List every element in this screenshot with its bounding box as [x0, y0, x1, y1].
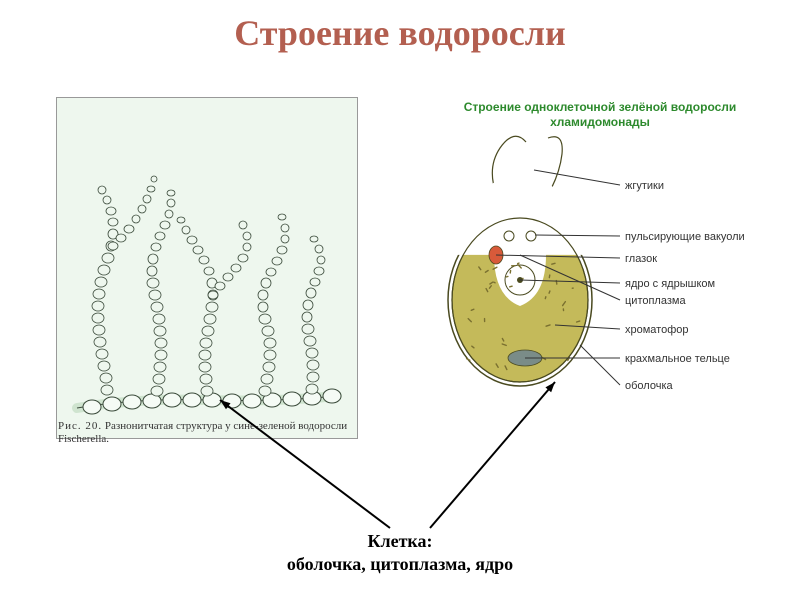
bottom-label-line1: Клетка:	[367, 531, 432, 551]
label-flagella: жгутики	[625, 180, 664, 192]
leader-flagella	[534, 170, 620, 185]
left-figure	[56, 97, 358, 439]
caption-rest: Разнонитчатая структура у сине-зеленой в…	[58, 420, 347, 445]
label-chromatophore: хроматофор	[625, 324, 689, 336]
label-vacuoles: пульсирующие вакуоли	[625, 231, 745, 243]
caption-prefix: Рис. 20.	[58, 420, 102, 432]
label-starch: крахмальное тельце	[625, 353, 730, 365]
label-cytoplasm: цитоплазма	[625, 295, 686, 307]
left-figure-caption: Рис. 20. Разнонитчатая структура у сине-…	[58, 420, 358, 446]
leader-membrane	[580, 345, 620, 385]
label-membrane: оболочка	[625, 380, 673, 392]
label-eyespot: глазок	[625, 253, 657, 265]
right-figure: Строение одноклеточной зелёной водоросли…	[420, 100, 780, 440]
bottom-label-line2: оболочка, цитоплазма, ядро	[287, 554, 513, 574]
bottom-label: Клетка: оболочка, цитоплазма, ядро	[0, 530, 800, 575]
label-nucleus: ядро с ядрышком	[625, 278, 715, 290]
page-title: Строение водоросли	[0, 12, 800, 54]
right-figure-title: Строение одноклеточной зелёной водоросли…	[440, 100, 760, 130]
